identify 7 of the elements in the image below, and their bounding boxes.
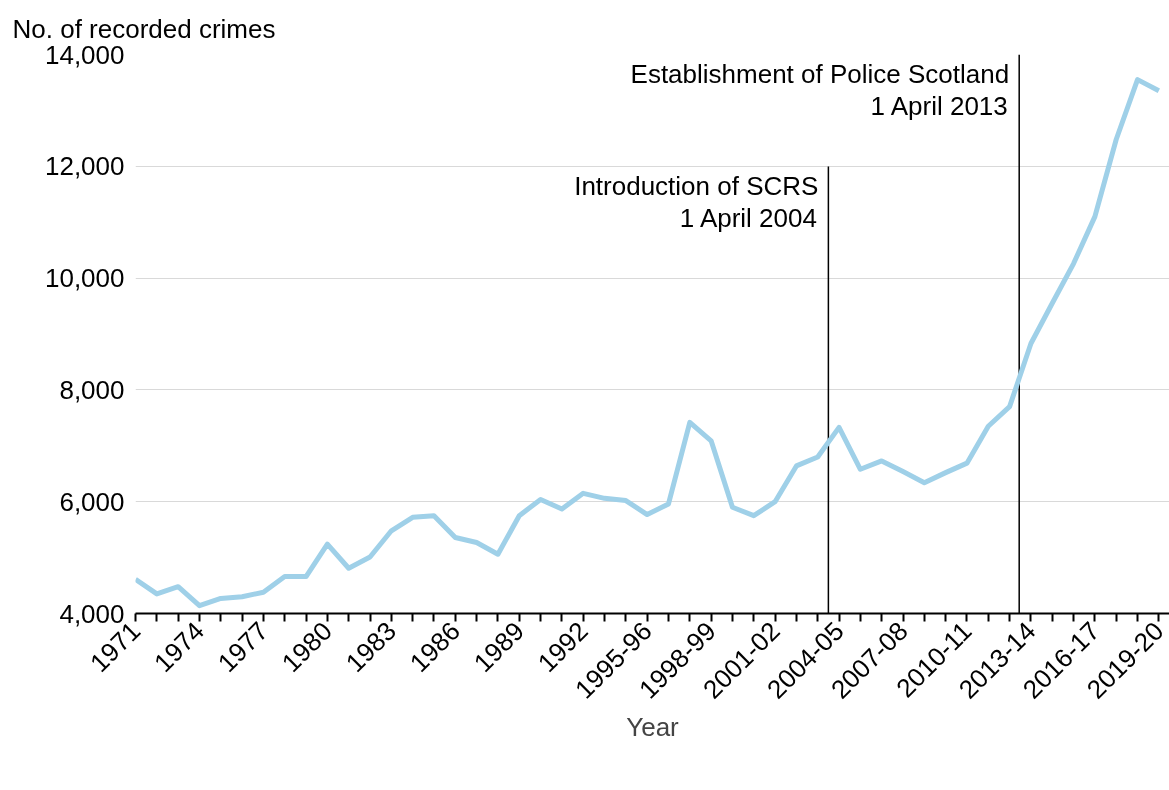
ref-line-label: Establishment of Police Scotland 1 April 2013 xyxy=(630,58,1010,121)
x-axis-title: Year xyxy=(626,711,680,742)
y-tick-label: 12,000 xyxy=(44,151,125,182)
y-tick-label: 8,000 xyxy=(59,374,125,405)
y-tick-label: 10,000 xyxy=(44,263,125,294)
ref-line-label: Introduction of SCRS 1 April 2004 xyxy=(574,170,819,233)
y-tick-label: 6,000 xyxy=(59,486,125,517)
